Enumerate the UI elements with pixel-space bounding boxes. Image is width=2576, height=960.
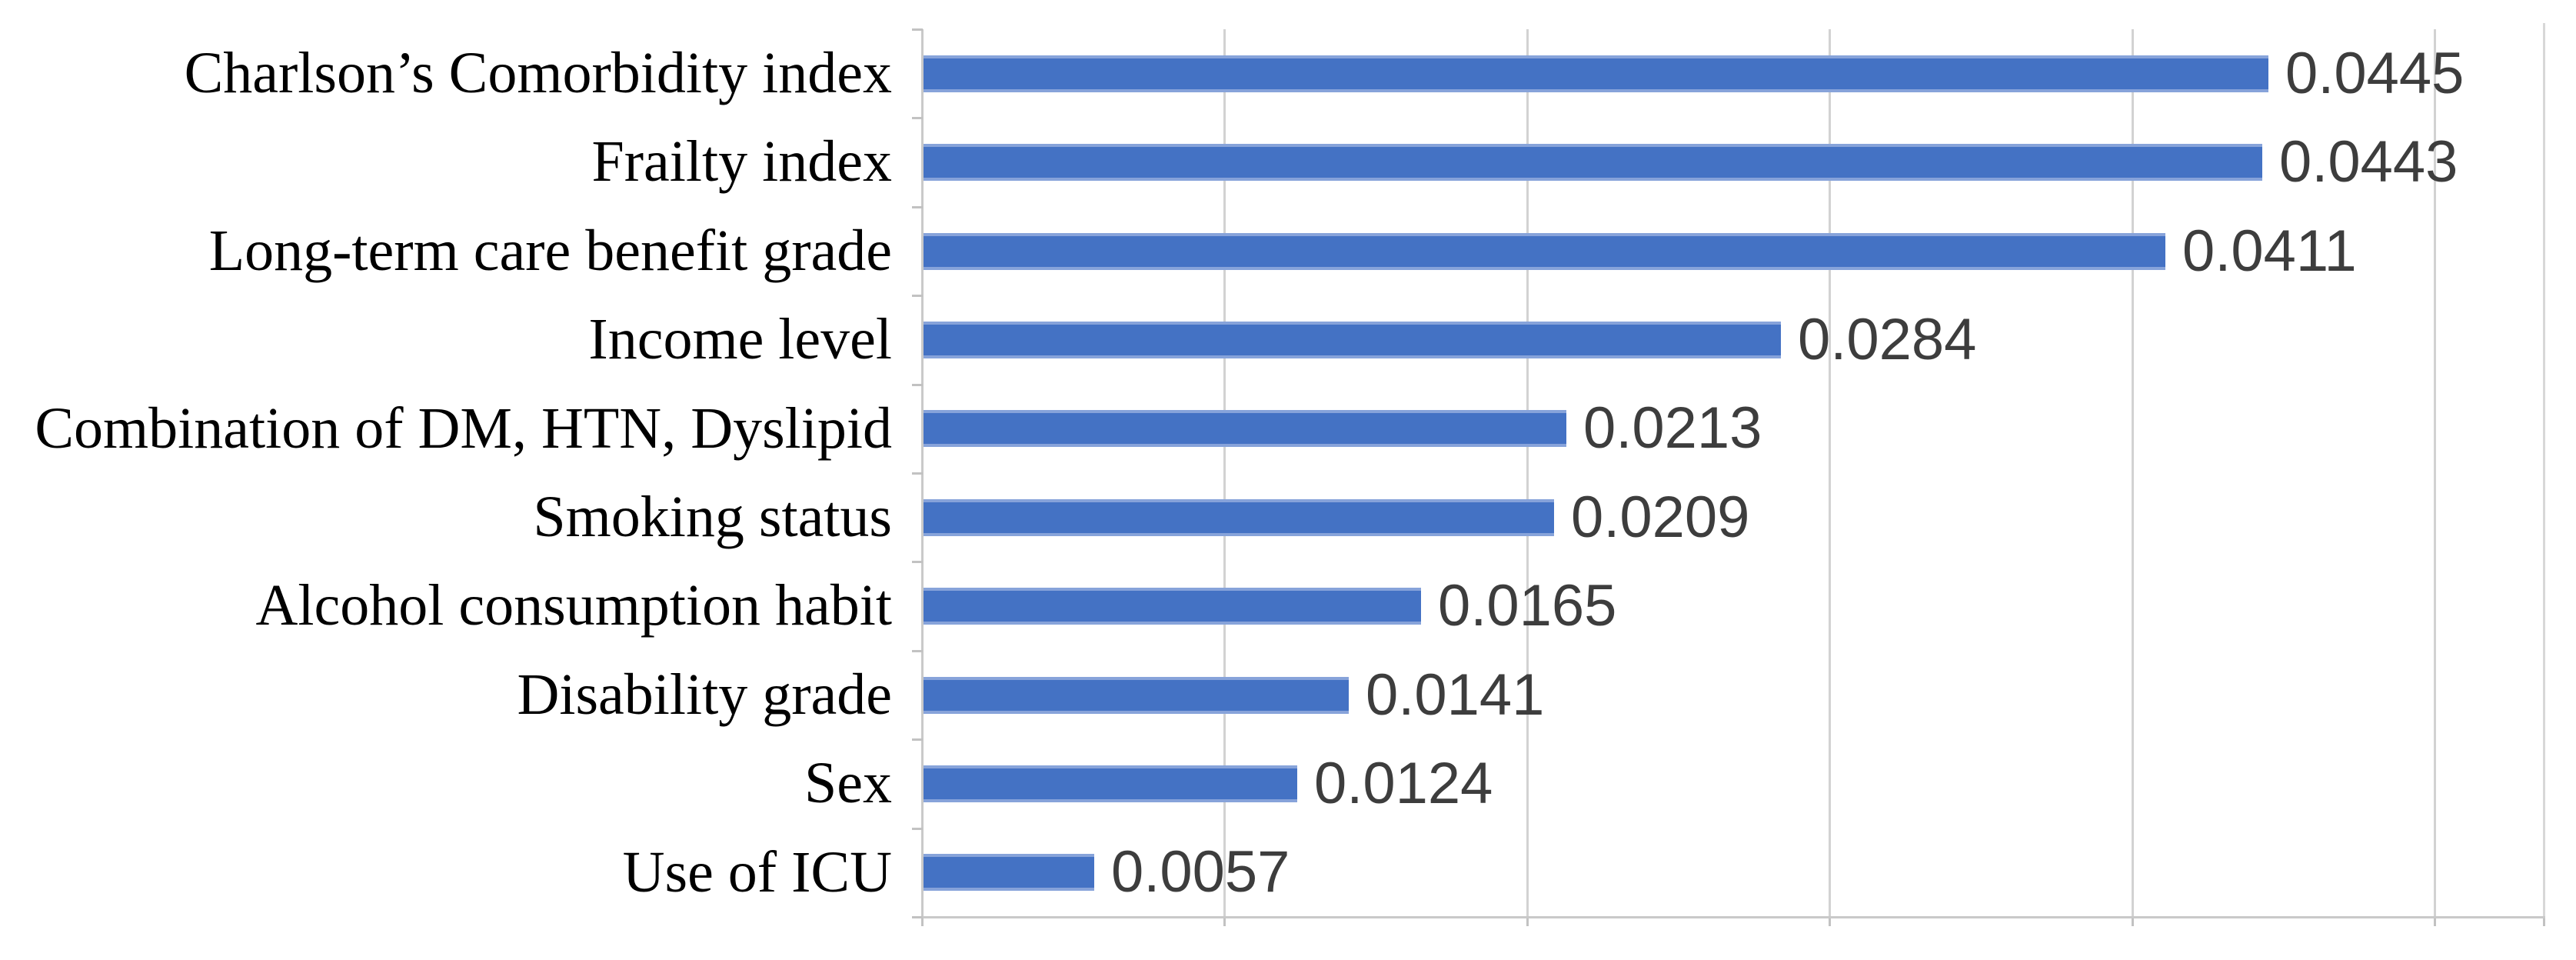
value-label: 0.0057: [1111, 839, 1290, 905]
category-axis-tick: [912, 916, 923, 918]
value-label: 0.0443: [2279, 129, 2458, 195]
category-label: Income level: [588, 307, 892, 372]
category-label: Long-term care benefit grade: [208, 218, 892, 283]
bar: [924, 854, 1094, 891]
value-label: 0.0165: [1438, 573, 1617, 638]
bar: [924, 144, 2262, 181]
axis-tick-0.01: [1223, 917, 1226, 926]
gridline-0.02: [1526, 29, 1529, 917]
gridline-0.05: [2434, 29, 2436, 917]
category-axis-tick: [912, 384, 923, 386]
category-axis-tick: [912, 738, 923, 741]
category-axis-tick: [912, 117, 923, 119]
axis-tick-0.05: [2434, 917, 2436, 926]
value-label: 0.0209: [1571, 485, 1750, 550]
value-label: 0.0411: [2182, 218, 2357, 284]
gridline-0.03: [1829, 29, 1832, 917]
category-axis-tick: [912, 828, 923, 830]
category-label: Alcohol consumption habit: [255, 573, 892, 638]
category-axis-tick: [912, 295, 923, 297]
axis-tick-right-border: [2543, 917, 2545, 926]
category-label: Disability grade: [517, 662, 892, 727]
category-axis-tick: [912, 472, 923, 475]
category-label: Use of ICU: [622, 840, 892, 905]
bar: [924, 499, 1554, 536]
category-axis-tick: [912, 28, 923, 31]
bar: [924, 233, 2165, 270]
axis-tick-0.02: [1526, 917, 1529, 926]
value-label: 0.0284: [1798, 307, 1977, 372]
bar: [924, 322, 1781, 358]
axis-tick-0.03: [1829, 917, 1832, 926]
gridline-0.01: [1223, 29, 1226, 917]
axis-tick-0: [921, 917, 924, 926]
bar: [924, 55, 2268, 92]
bar: [924, 588, 1421, 625]
value-label: 0.0124: [1314, 751, 1493, 816]
bar: [924, 765, 1297, 802]
value-label: 0.0141: [1366, 662, 1545, 728]
bar: [924, 677, 1349, 714]
axis-tick-0.04: [2131, 917, 2134, 926]
category-axis-tick: [912, 561, 923, 563]
value-label: 0.0445: [2285, 41, 2465, 106]
bar: [924, 410, 1566, 447]
category-label: Frailty index: [591, 129, 892, 194]
gridline-0.04: [2131, 29, 2134, 917]
category-axis-tick: [912, 650, 923, 652]
value-axis-line: [922, 916, 2545, 918]
category-label: Sex: [804, 751, 892, 815]
plot-border-right: [2543, 23, 2545, 917]
category-axis-tick: [912, 206, 923, 208]
category-label: Charlson’s Comorbidity index: [184, 41, 892, 105]
category-label: Combination of DM, HTN, Dyslipid: [35, 396, 892, 461]
category-label: Smoking status: [533, 485, 892, 549]
value-label: 0.0213: [1583, 395, 1762, 461]
